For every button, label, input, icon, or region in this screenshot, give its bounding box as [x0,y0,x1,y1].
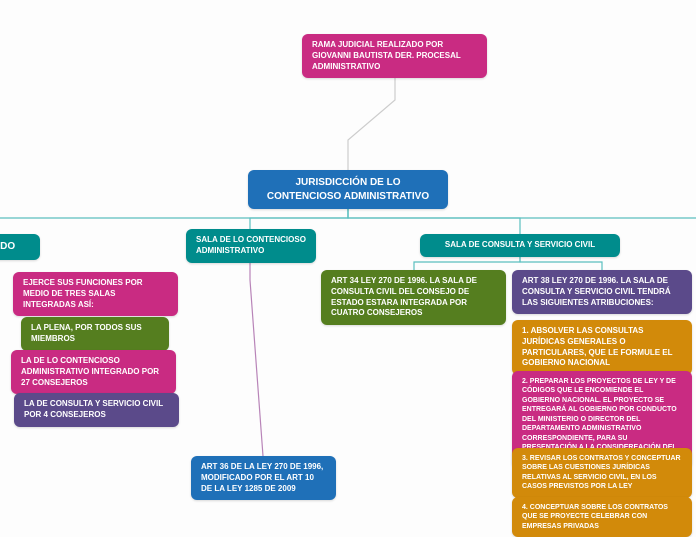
node-root: JURISDICCIÓN DE LO CONTENCIOSO ADMINISTR… [248,170,448,209]
node-art36: ART 36 DE LA LEY 270 DE 1996, MODIFICADO… [191,456,336,500]
node-plena: LA PLENA, POR TODOS SUS MIEMBROS [21,317,169,351]
node-sala-cons: SALA DE CONSULTA Y SERVICIO CIVIL [420,234,620,257]
node-author: RAMA JUDICIAL REALIZADO POR GIOVANNI BAU… [302,34,487,78]
node-ejerce: EJERCE SUS FUNCIONES POR MEDIO DE TRES S… [13,272,178,316]
node-atr3: 3. REVISAR LOS CONTRATOS Y CONCEPTUAR SO… [512,448,692,498]
node-sala-cont: SALA DE LO CONTENCIOSO ADMINISTRATIVO [186,229,316,263]
node-atr1: 1. ABSOLVER LAS CONSULTAS JURÍDICAS GENE… [512,320,692,375]
node-cont27: LA DE LO CONTENCIOSO ADMINISTRATIVO INTE… [11,350,176,394]
node-art38: ART 38 LEY 270 DE 1996. LA SALA DE CONSU… [512,270,692,314]
node-estado: E ESTADO [0,234,40,260]
node-atr4: 4. CONCEPTUAR SOBRE LOS CONTRATOS QUE SE… [512,497,692,537]
node-cons4: LA DE CONSULTA Y SERVICIO CIVIL POR 4 CO… [14,393,179,427]
node-art34: ART 34 LEY 270 DE 1996. LA SALA DE CONSU… [321,270,506,325]
